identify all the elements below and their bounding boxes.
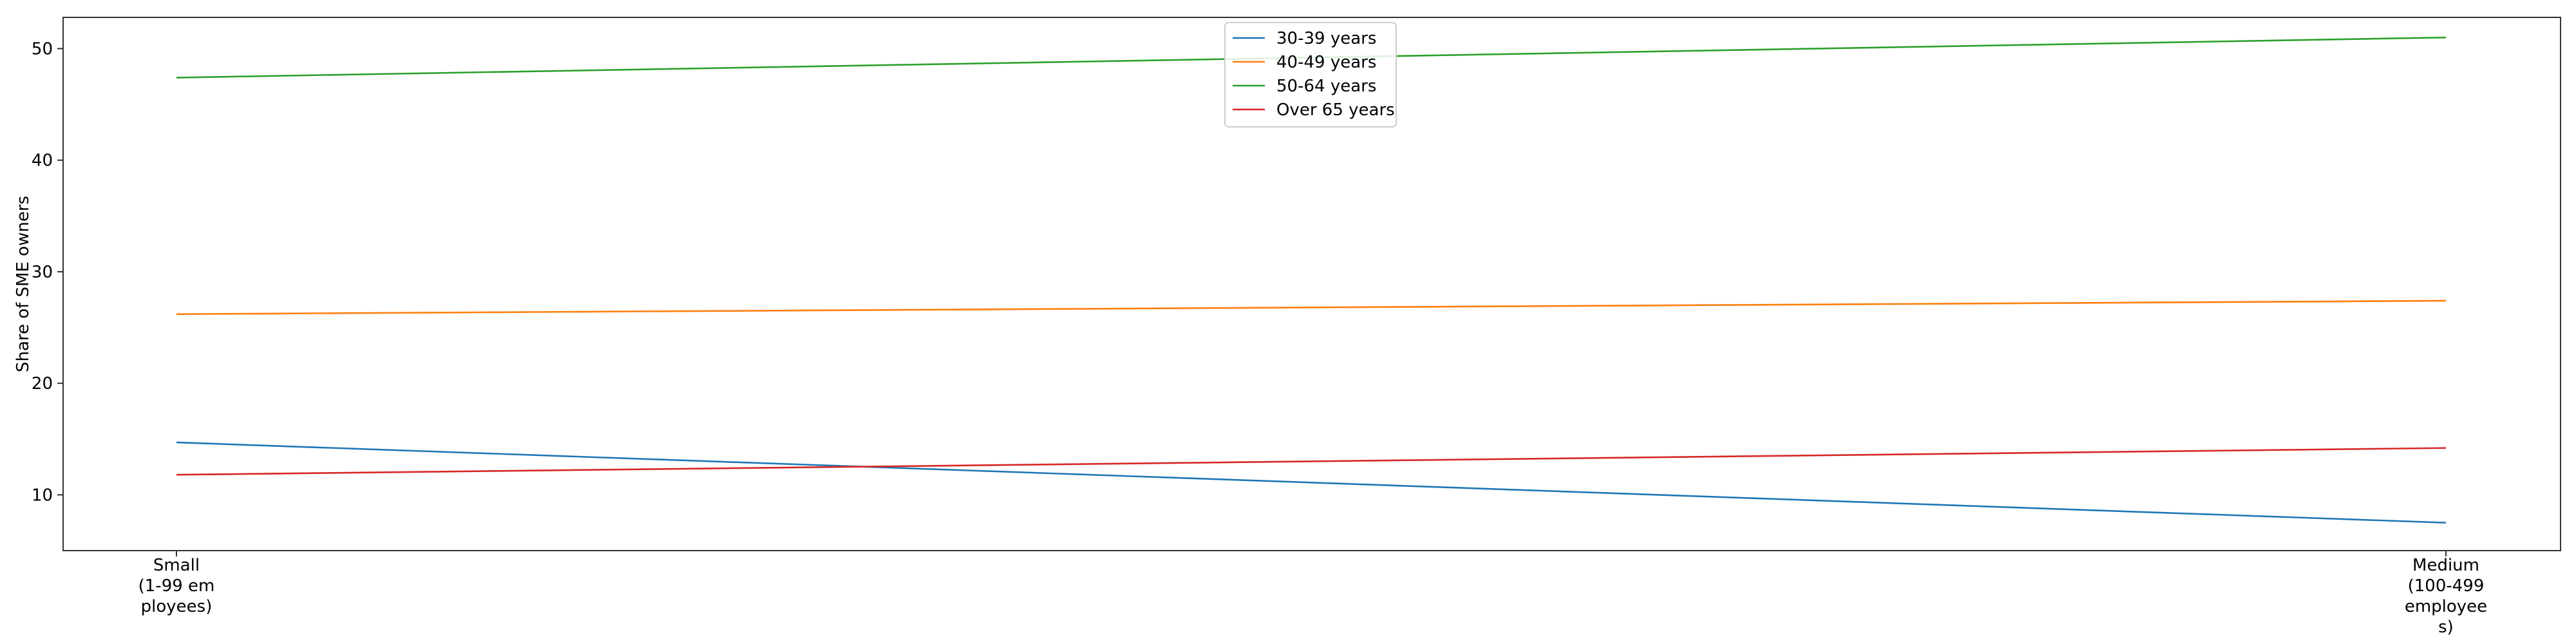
y-tick-label: 20 (32, 374, 53, 393)
x-tick-label: Medium (100-499 employee s) (2405, 556, 2487, 637)
y-tick-label: 50 (32, 40, 53, 59)
y-tick-label: 30 (32, 263, 53, 282)
y-tick-label: 10 (32, 486, 53, 505)
legend-label: Over 65 years (1276, 100, 1395, 120)
x-tick-label: Small (1-99 em ployees) (138, 556, 215, 616)
legend-label: 30-39 years (1276, 29, 1376, 48)
series-line-4 (176, 447, 2447, 476)
y-tick-label: 40 (32, 151, 53, 171)
y-axis-label: Share of SME owners (14, 196, 33, 372)
legend-label: 40-49 years (1276, 53, 1376, 72)
legend-box (1224, 22, 1397, 128)
axes-frame (62, 17, 2561, 551)
series-line-1 (176, 441, 2447, 524)
legend: 30-39 years 40-49 years 50-64 years Over 65… (1224, 22, 1397, 128)
y-axis: 10 20 30 40 50 (32, 40, 63, 505)
x-axis: Small (1-99 em ployees) Medium (100-499 emplo… (138, 551, 2487, 637)
series-line-2 (176, 299, 2447, 316)
legend-label: 50-64 years (1276, 77, 1376, 96)
